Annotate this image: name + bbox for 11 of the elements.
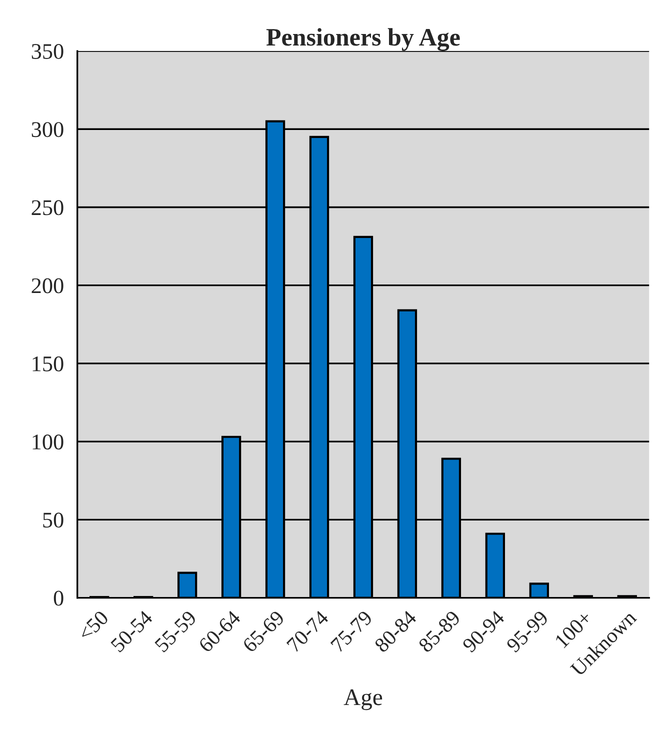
y-tick-label: 50: [43, 512, 64, 528]
y-tick-label: 150: [32, 356, 64, 372]
x-axis-title: Age: [344, 689, 382, 710]
y-tick-label: 250: [32, 200, 64, 216]
y-tick-label: 100: [32, 434, 64, 450]
y-tick-label: 0: [54, 590, 64, 606]
y-tick-label: 300: [32, 122, 64, 138]
y-tick-label: 200: [32, 278, 64, 294]
x-tick-label: <50: [77, 610, 110, 642]
chart-title: Pensioners by Age: [266, 28, 460, 51]
y-tick-label: 350: [32, 44, 64, 59]
